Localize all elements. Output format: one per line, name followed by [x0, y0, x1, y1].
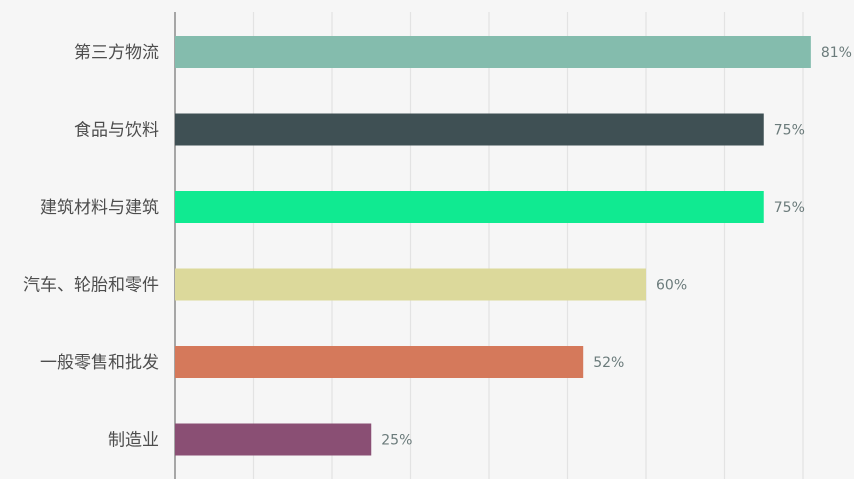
bar: [175, 113, 764, 146]
category-label: 制造业: [108, 431, 159, 451]
bar: [175, 423, 372, 456]
data-label: 81%: [821, 45, 852, 61]
data-label: 52%: [593, 355, 624, 371]
data-label: 75%: [774, 200, 805, 216]
data-label: 75%: [774, 123, 805, 139]
category-label: 第三方物流: [74, 43, 159, 63]
category-label: 汽车、轮胎和零件: [23, 276, 159, 296]
category-label: 食品与饮料: [74, 121, 159, 141]
data-label: 25%: [381, 433, 412, 449]
bar: [175, 346, 584, 378]
category-label: 建筑材料与建筑: [40, 198, 159, 218]
bar: [175, 36, 811, 68]
data-label: 60%: [656, 278, 687, 294]
bar: [175, 268, 646, 301]
bar: [175, 191, 764, 223]
category-label: 一般零售和批发: [40, 353, 159, 373]
